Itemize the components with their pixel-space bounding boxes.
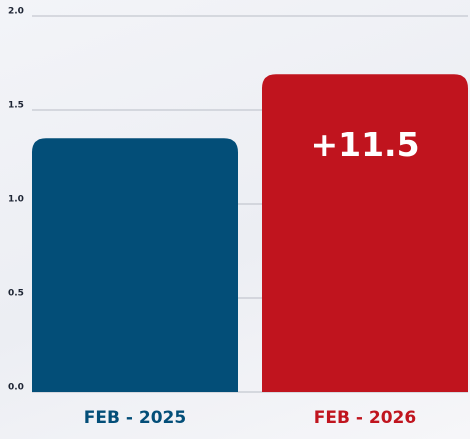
- y-tick-label: 2.0: [8, 7, 24, 17]
- annotation: +11.5: [310, 125, 419, 164]
- y-tick-label: 1.5: [8, 101, 24, 111]
- y-tick-label: 0.0: [8, 383, 24, 393]
- y-tick-label: 0.5: [8, 289, 24, 299]
- bar: [262, 74, 468, 392]
- y-tick-label: 1.0: [8, 195, 24, 205]
- bar: [32, 138, 238, 392]
- x-tick-label: FEB - 2026: [314, 408, 416, 428]
- x-tick-label: FEB - 2025: [84, 408, 186, 428]
